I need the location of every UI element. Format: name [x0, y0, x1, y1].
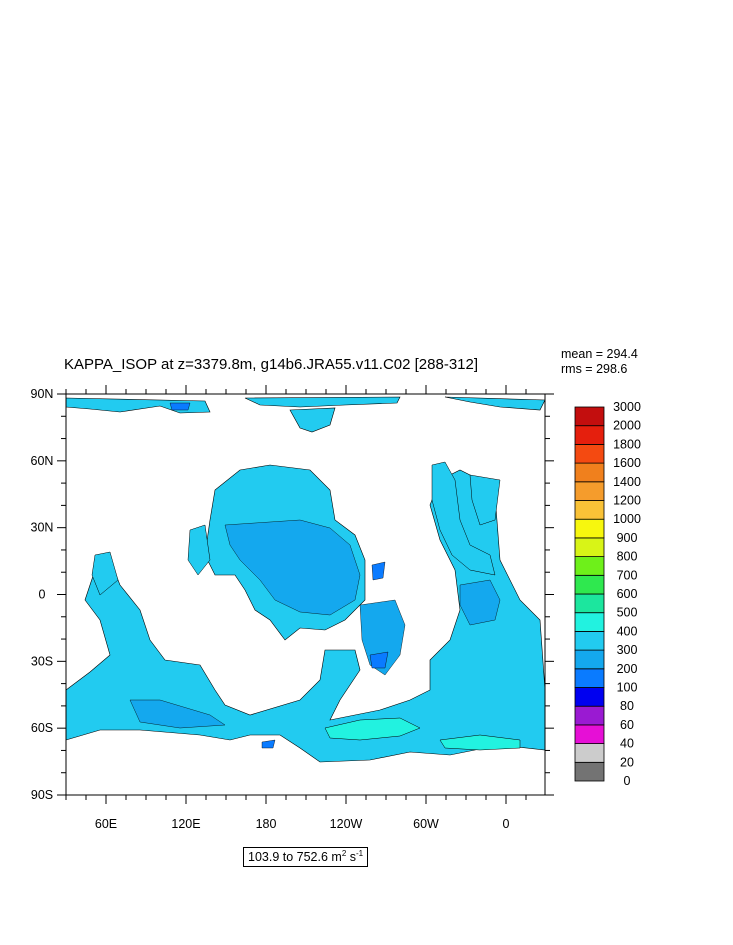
colorbar-label: 200 [617, 662, 638, 676]
range-label-sup2: -1 [356, 849, 364, 858]
colorbar-label: 400 [617, 624, 638, 638]
tick-marks [57, 385, 554, 804]
y-tick-label: 60S [31, 721, 53, 735]
x-tick-labels: 60E 120E 180 120W 60W 0 [95, 817, 510, 831]
colorbar-label: 900 [617, 531, 638, 545]
y-tick-label: 90S [31, 788, 53, 802]
y-tick-label: 30N [31, 521, 54, 535]
colorbar-swatch [574, 443, 605, 464]
colorbar-swatch [574, 724, 605, 745]
range-label-box: 103.9 to 752.6 m2 s-1 [243, 847, 369, 868]
x-tick-label: 120W [330, 817, 363, 831]
land-ocean-region [324, 717, 421, 741]
colorbar-label: 300 [617, 643, 638, 657]
colorbar-label: 100 [617, 681, 638, 695]
land-ocean-region [439, 734, 521, 751]
x-tick-label: 120E [171, 817, 200, 831]
colorbar-label: 0 [624, 774, 631, 788]
colorbar-swatch [574, 761, 605, 782]
colorbar-swatch [574, 574, 605, 595]
colorbar-label: 700 [617, 568, 638, 582]
range-label-mid: s [346, 850, 357, 865]
y-tick-label: 90N [31, 387, 54, 401]
map-fill [65, 396, 546, 763]
colorbar-label: 1000 [613, 512, 641, 526]
colorbar-swatch [574, 425, 605, 445]
rms-label: rms = 298.6 [561, 362, 628, 376]
land-ocean-region [371, 561, 386, 581]
x-tick-label: 0 [503, 817, 510, 831]
land-ocean-region [444, 396, 546, 411]
colorbar-label: 3000 [613, 400, 641, 414]
x-tick-label: 60E [95, 817, 117, 831]
colorbar-swatch [574, 556, 605, 576]
colorbar-swatch [574, 705, 605, 726]
land-ocean-region [65, 469, 546, 763]
colorbar-label: 40 [620, 737, 634, 751]
colorbar-swatch [574, 593, 605, 614]
mean-label: mean = 294.4 [561, 347, 638, 361]
colorbar-label: 2000 [613, 419, 641, 433]
land-ocean-region [169, 402, 191, 411]
land-ocean-region [187, 524, 211, 576]
colorbar-label: 600 [617, 587, 638, 601]
land-ocean-region [261, 739, 276, 749]
colorbar-label: 1400 [613, 475, 641, 489]
colorbar-swatch [574, 631, 605, 651]
range-label-prefix: 103.9 to 752.6 m [248, 850, 342, 865]
range-label-sup1: 2 [341, 849, 347, 858]
colorbar-label: 1200 [613, 494, 641, 508]
land-ocean-region [369, 651, 389, 669]
y-tick-label: 60N [31, 454, 54, 468]
colorbar-swatch [574, 518, 605, 539]
colorbar-swatch [574, 612, 605, 632]
chart-title: KAPPA_ISOP at z=3379.8m, g14b6.JRA55.v11… [64, 356, 479, 373]
colorbar: 0 20 40 60 80 100 200 300 400 500 600 700 800 900 1000… [574, 400, 641, 788]
land-ocean-region [469, 474, 501, 526]
colorbar-label: 800 [617, 550, 638, 564]
colorbar-swatch [574, 743, 605, 763]
land-ocean-region [91, 551, 119, 596]
colorbar-swatch [574, 668, 605, 688]
land-ocean-region [244, 396, 401, 408]
y-tick-label: 30S [31, 654, 53, 668]
colorbar-label: 1800 [613, 437, 641, 451]
y-tick-labels: 90N 60N 30N 0 30S 60S 90S [31, 387, 54, 802]
colorbar-swatch [574, 406, 605, 427]
colorbar-swatch [574, 537, 605, 558]
colorbar-label: 500 [617, 606, 638, 620]
x-tick-label: 60W [413, 817, 439, 831]
land-ocean-region [289, 407, 336, 433]
colorbar-swatch [574, 500, 605, 520]
colorbar-swatch [574, 687, 605, 707]
colorbar-swatch [574, 481, 605, 501]
colorbar-label: 60 [620, 718, 634, 732]
land-ocean-region [459, 579, 501, 626]
colorbar-label: 20 [620, 755, 634, 769]
land-ocean-region [129, 699, 226, 729]
y-tick-label: 0 [39, 588, 46, 602]
x-tick-label: 180 [256, 817, 277, 831]
colorbar-swatch [574, 649, 605, 670]
land-ocean-region [431, 461, 496, 576]
colorbar-swatch [574, 462, 605, 483]
land-ocean-region [224, 519, 361, 616]
colorbar-label: 80 [620, 699, 634, 713]
stats-block: mean = 294.4 rms = 298.6 [561, 347, 638, 377]
colorbar-label: 1600 [613, 456, 641, 470]
